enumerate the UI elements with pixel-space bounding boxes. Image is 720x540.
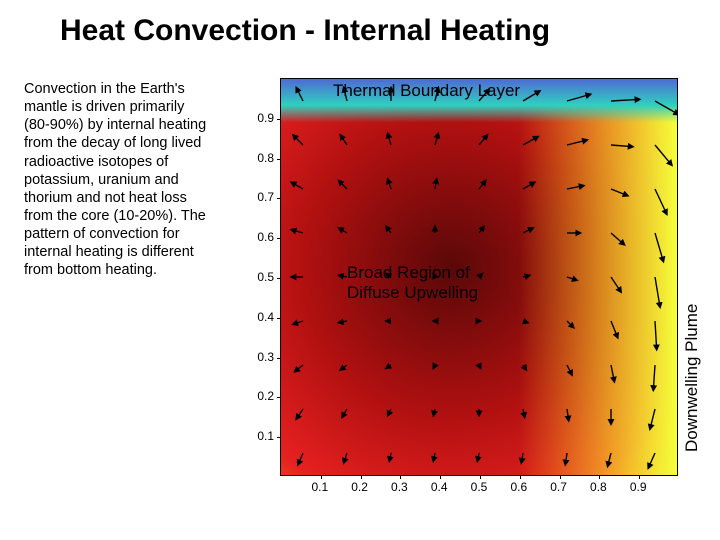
vector-arrow	[523, 182, 535, 189]
y-tick-label: 0.4	[257, 310, 274, 324]
vector-arrow	[291, 230, 303, 233]
vector-arrow	[479, 135, 487, 145]
vector-arrow	[653, 365, 655, 390]
vector-arrow	[339, 321, 347, 323]
x-tick-label: 0.3	[391, 480, 408, 494]
vector-arrow	[521, 453, 523, 463]
vector-arrow	[389, 453, 391, 461]
vector-arrow	[567, 277, 577, 280]
page-title: Heat Convection - Internal Heating	[60, 14, 550, 48]
y-tick-label: 0.1	[257, 429, 274, 443]
vector-arrow	[611, 233, 625, 245]
vector-arrow	[296, 409, 303, 419]
x-axis-ticks: 0.1 0.2 0.3 0.4 0.5 0.6 0.7 0.8 0.9	[280, 478, 678, 502]
x-tick-label: 0.9	[630, 480, 647, 494]
vector-arrow	[567, 140, 587, 145]
vector-arrow	[433, 365, 435, 368]
vector-arrow	[339, 228, 347, 233]
vector-arrow	[340, 135, 347, 145]
vector-arrow	[433, 409, 435, 416]
x-tick-label: 0.7	[550, 480, 567, 494]
vector-arrow	[611, 365, 614, 382]
vector-arrow	[479, 226, 484, 233]
vector-arrow	[339, 181, 347, 189]
y-tick-label: 0.5	[257, 270, 274, 284]
vector-arrow	[523, 365, 526, 370]
vector-arrow	[611, 99, 640, 101]
vector-arrow	[523, 321, 528, 323]
vector-arrow	[433, 453, 435, 461]
vector-arrow	[655, 321, 657, 350]
vector-arrow	[388, 179, 391, 189]
vector-arrow	[293, 135, 303, 145]
vector-arrow	[479, 365, 481, 368]
x-tick-label: 0.2	[351, 480, 368, 494]
y-tick-label: 0.9	[257, 111, 274, 125]
vector-arrow	[523, 137, 538, 145]
x-tick-label: 0.5	[471, 480, 488, 494]
vector-arrow	[479, 181, 486, 189]
vector-arrow	[340, 365, 347, 370]
annotation-downwelling-plume: Downwelling Plume	[682, 304, 702, 452]
vector-arrow	[655, 145, 672, 165]
x-tick-label: 0.6	[510, 480, 527, 494]
annotation-upwelling: Broad Region of Diffuse Upwelling	[347, 263, 478, 304]
y-tick-label: 0.6	[257, 230, 274, 244]
vector-arrow	[291, 182, 303, 189]
vector-arrow	[611, 189, 628, 196]
vector-arrow	[567, 321, 574, 328]
vector-arrow	[567, 409, 569, 421]
vector-arrow	[567, 94, 591, 101]
vector-arrow	[650, 409, 655, 429]
vector-arrow	[388, 133, 391, 145]
vector-arrow	[296, 87, 303, 101]
vector-arrow	[611, 321, 618, 338]
vector-arrow	[523, 91, 540, 101]
vector-arrow	[523, 409, 525, 417]
vector-arrow	[648, 453, 655, 468]
vector-arrow	[479, 274, 482, 277]
vector-arrow	[477, 453, 479, 461]
vector-arrow	[567, 365, 572, 375]
vector-arrow	[655, 277, 660, 307]
vector-arrow	[435, 133, 438, 145]
vector-arrow	[298, 453, 303, 465]
vector-arrow	[608, 453, 611, 467]
y-axis-ticks: 0.1 0.2 0.3 0.4 0.5 0.6 0.7 0.8 0.9	[236, 78, 278, 476]
x-tick-label: 0.1	[311, 480, 328, 494]
vector-arrow	[523, 275, 530, 277]
vector-arrow	[655, 189, 667, 214]
vector-arrow	[567, 186, 584, 189]
vector-arrow	[386, 365, 391, 368]
vector-arrow	[611, 277, 621, 292]
convection-figure: Thermal Boundary Layer Broad Region of D…	[236, 72, 706, 522]
x-tick-label: 0.8	[590, 480, 607, 494]
annotation-thermal-boundary: Thermal Boundary Layer	[333, 81, 520, 101]
x-tick-label: 0.4	[431, 480, 448, 494]
y-tick-label: 0.2	[257, 389, 274, 403]
vector-field-arrows	[281, 79, 677, 475]
vector-arrow	[342, 409, 347, 417]
body-paragraph: Convection in the Earth's mantle is driv…	[24, 80, 214, 279]
y-tick-label: 0.8	[257, 151, 274, 165]
vector-arrow	[655, 233, 663, 262]
y-tick-label: 0.3	[257, 350, 274, 364]
vector-arrow	[339, 275, 347, 277]
plot-frame: Thermal Boundary Layer Broad Region of D…	[280, 78, 678, 476]
vector-arrow	[386, 226, 391, 233]
vector-arrow	[435, 179, 437, 189]
vector-arrow	[388, 409, 391, 416]
vector-arrow	[655, 101, 677, 115]
vector-arrow	[344, 453, 347, 463]
y-tick-label: 0.7	[257, 190, 274, 204]
vector-arrow	[295, 365, 303, 372]
vector-arrow	[565, 453, 567, 465]
vector-arrow	[611, 145, 633, 147]
vector-arrow	[293, 321, 303, 324]
vector-arrow	[523, 228, 533, 233]
